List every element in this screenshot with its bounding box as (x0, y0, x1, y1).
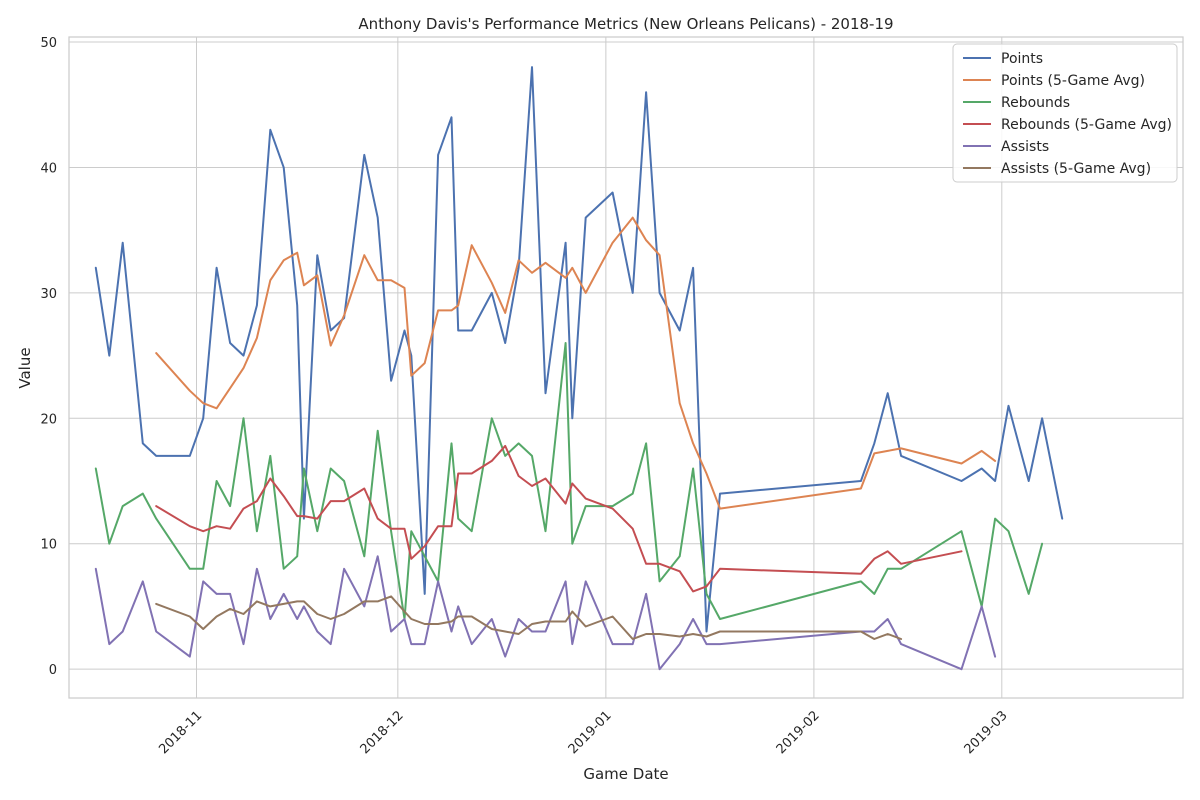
grid-lines (69, 37, 1183, 698)
y-tick-label: 50 (40, 36, 57, 51)
series-line-rebounds-5-game-avg (155, 444, 963, 593)
series-line-assists-5-game-avg (155, 595, 903, 640)
legend-box (952, 43, 1178, 183)
y-tick-label: 30 (40, 287, 57, 302)
y-tick-label: 10 (40, 538, 57, 553)
series-line-rebounds (94, 342, 1044, 620)
legend-label-assists-5-game-avg: Assists (5-Game Avg) (1001, 161, 1151, 177)
x-axis-label: Game Date (583, 765, 668, 783)
legend-label-rebounds: Rebounds (1001, 95, 1070, 111)
y-tick-label: 20 (40, 412, 57, 427)
legend-label-points-5-game-avg: Points (5-Game Avg) (1001, 73, 1145, 89)
chart-title: Anthony Davis's Performance Metrics (New… (358, 15, 893, 33)
series-line-points-5-game-avg (155, 216, 997, 510)
y-axis-label: Value (16, 347, 34, 388)
series-line-points (94, 66, 1064, 633)
y-tick-label: 40 (40, 161, 57, 176)
legend-label-rebounds-5-game-avg: Rebounds (5-Game Avg) (1001, 117, 1172, 133)
legend-label-points: Points (1001, 51, 1043, 67)
plot-frame (68, 36, 1184, 699)
series-lines (94, 66, 1064, 671)
y-tick-label: 0 (49, 663, 57, 678)
legend-label-assists: Assists (1001, 139, 1049, 155)
legend: Points Points (5-Game Avg) Rebounds Rebound… (952, 43, 1178, 183)
